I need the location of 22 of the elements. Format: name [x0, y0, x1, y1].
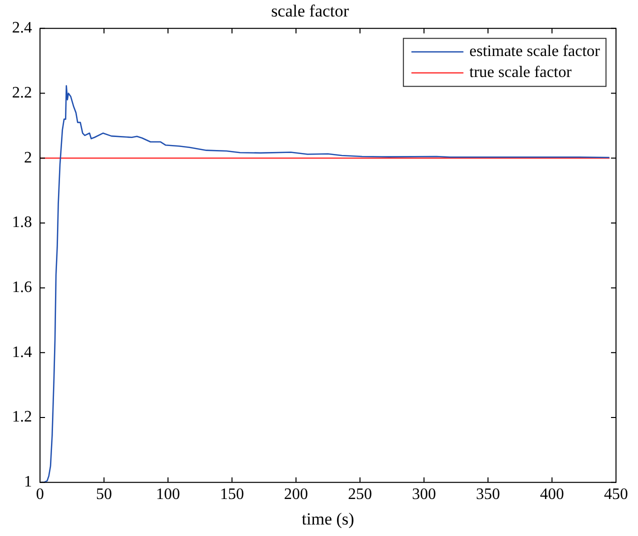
x-tick-label: 400: [540, 486, 564, 504]
x-tick-label: 100: [156, 486, 180, 504]
y-tick-label: 1: [24, 474, 32, 491]
x-tick-label: 150: [220, 486, 244, 504]
chart-title: scale factor: [271, 2, 350, 21]
y-tick-label: 1.6: [12, 279, 32, 296]
y-tick-label: 1.4: [12, 344, 32, 361]
x-tick-label: 50: [96, 486, 112, 504]
legend-label: estimate scale factor: [469, 43, 601, 60]
x-tick-label: 300: [412, 486, 436, 504]
x-tick-label: 200: [284, 486, 308, 504]
x-tick-label: 250: [348, 486, 372, 504]
x-tick-label: 0: [36, 486, 44, 504]
y-tick-label: 1.2: [12, 408, 32, 426]
y-tick-label: 2: [24, 149, 32, 166]
y-tick-label: 2.2: [12, 84, 32, 102]
y-tick-label: 1.8: [12, 214, 32, 232]
x-tick-label: 450: [604, 486, 628, 504]
y-tick-label: 2.4: [12, 20, 32, 37]
x-axis-title: time (s): [302, 509, 354, 528]
x-tick-label: 350: [476, 486, 500, 504]
legend-label: true scale factor: [469, 64, 572, 82]
